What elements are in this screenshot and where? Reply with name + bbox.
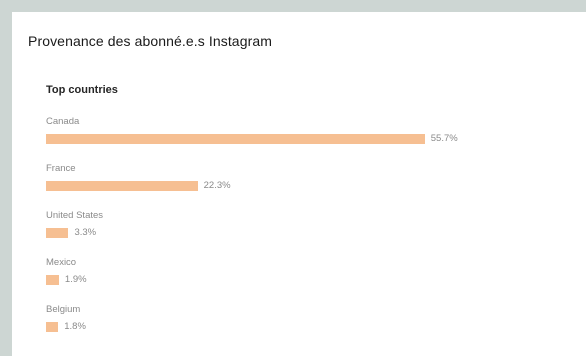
data-label: 3.3% bbox=[74, 227, 97, 238]
bar-row-france: France 22.3% bbox=[46, 163, 566, 197]
bar-row-united-states: United States 3.3% bbox=[46, 210, 566, 244]
category-label: Belgium bbox=[46, 304, 81, 315]
data-label: 1.8% bbox=[64, 321, 86, 332]
category-label: United States bbox=[46, 210, 104, 221]
top-countries-bar-chart: Canada 55.7% France 22.3% United States 3.3% M… bbox=[46, 116, 566, 352]
bar-united-states bbox=[46, 228, 69, 238]
card-title: Provenance des abonné.e.s Instagram bbox=[28, 33, 272, 49]
data-label: 22.3% bbox=[203, 180, 231, 191]
category-label: Mexico bbox=[46, 257, 77, 268]
bar-mexico bbox=[46, 275, 59, 285]
bar-row-canada: Canada 55.7% bbox=[46, 116, 566, 150]
bar-row-belgium: Belgium 1.8% bbox=[46, 304, 566, 338]
bar-canada bbox=[46, 134, 425, 144]
data-label: 55.7% bbox=[430, 133, 458, 144]
chart-title: Top countries bbox=[46, 84, 118, 96]
bar-belgium bbox=[46, 322, 59, 332]
category-label: Canada bbox=[46, 116, 80, 127]
data-label: 1.9% bbox=[64, 274, 87, 285]
bar-france bbox=[46, 181, 198, 191]
category-label: France bbox=[46, 163, 76, 174]
insights-card: Provenance des abonné.e.s Instagram Top … bbox=[12, 12, 586, 356]
bar-row-mexico: Mexico 1.9% bbox=[46, 257, 566, 291]
